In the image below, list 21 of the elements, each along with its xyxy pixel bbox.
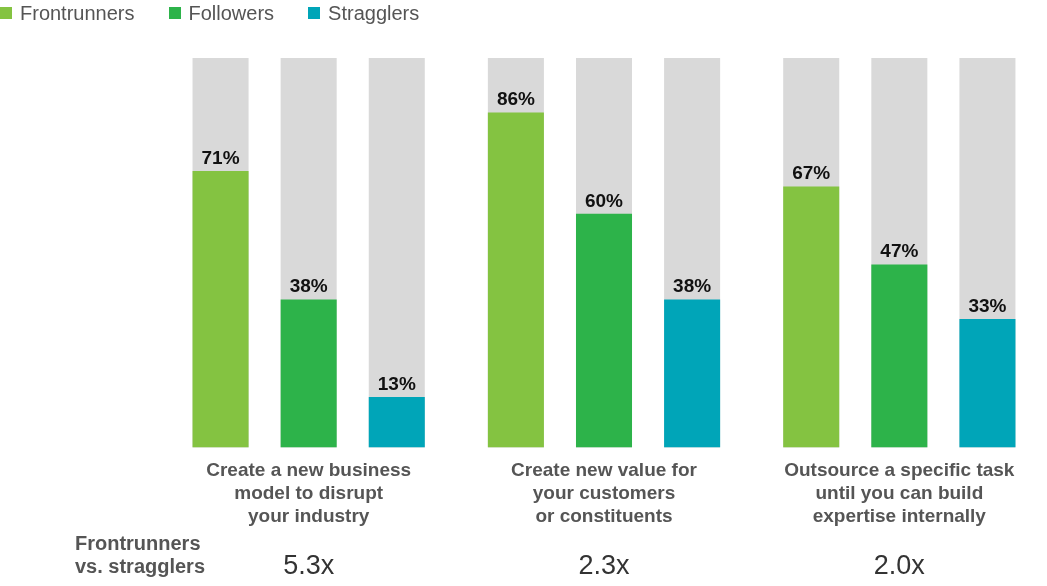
data-label: 47% [880, 240, 919, 262]
text: 2.0x [873, 550, 925, 581]
data-label: 38% [673, 275, 712, 297]
x-tick-label: Create new value for your customers or constituents [511, 459, 698, 526]
legend-label: Followers [187, 2, 275, 25]
data-label: 33% [968, 294, 1007, 316]
text: Frontrunners vs. stragglers [74, 532, 206, 578]
bar [959, 319, 1016, 448]
data-label: 38% [289, 275, 328, 297]
x-tick-label: Outsource a specific task until you can build expertise internally [784, 459, 1015, 526]
bar [368, 396, 425, 448]
data-label: 71% [201, 146, 240, 168]
text: 5.3x [283, 550, 335, 581]
legend-label: Stragglers [327, 2, 420, 25]
data-label: 86% [496, 88, 536, 110]
data-label: 13% [377, 372, 416, 394]
text: 2.3x [578, 550, 630, 581]
data-label: 60% [584, 189, 624, 211]
legend-label: Frontrunners [19, 2, 135, 25]
x-tick-label: Create a new business model to disrupt your industry [206, 459, 412, 526]
data-label: 67% [792, 162, 831, 184]
